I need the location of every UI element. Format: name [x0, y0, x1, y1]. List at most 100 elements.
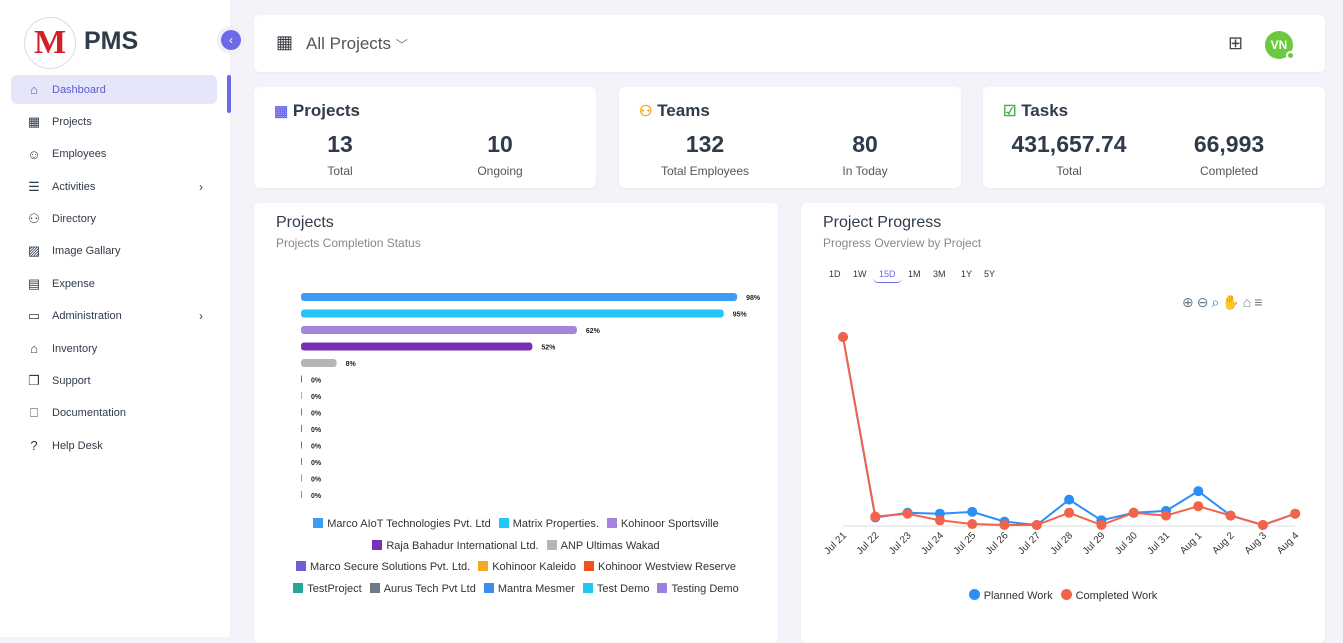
- data-point[interactable]: [838, 332, 848, 342]
- receipt-icon: ▤: [27, 275, 41, 291]
- logo: M: [24, 17, 76, 69]
- bar-label: 62%: [586, 328, 601, 335]
- sidebar-item-expense[interactable]: ▤ Expense: [11, 269, 217, 298]
- legend-item[interactable]: Raja Bahadur International Ltd.: [372, 536, 539, 558]
- sidebar-item-label: Activities: [52, 180, 96, 193]
- legend-item[interactable]: Matrix Properties.: [498, 514, 599, 536]
- data-point[interactable]: [1193, 486, 1204, 497]
- range-button-1w[interactable]: 1W: [853, 269, 867, 279]
- bar[interactable]: [301, 392, 302, 399]
- range-button-1y[interactable]: 1Y: [961, 269, 973, 279]
- x-tick-label: Jul 31: [1145, 530, 1172, 557]
- x-tick-label: Aug 3: [1243, 530, 1270, 557]
- bar[interactable]: [301, 491, 302, 498]
- data-point[interactable]: [1290, 508, 1301, 519]
- bar[interactable]: [301, 375, 302, 383]
- sidebar-item-documentation[interactable]: ⎕ Documentation: [11, 399, 217, 428]
- reset-home-icon[interactable]: ⌂: [1242, 294, 1255, 310]
- stat-value: 132: [685, 131, 725, 157]
- legend-item[interactable]: Completed Work: [1060, 586, 1157, 608]
- legend-swatch: [296, 561, 307, 571]
- sidebar-item-dashboard[interactable]: ⌂ Dashboard: [11, 75, 217, 104]
- sidebar-item-administration[interactable]: ▭ Administration ›: [11, 302, 217, 331]
- data-point[interactable]: [967, 519, 978, 530]
- legend-item[interactable]: TestProject: [293, 579, 362, 601]
- legend-item[interactable]: Marco AIoT Technologies Pvt. Ltd: [313, 514, 491, 536]
- legend-item[interactable]: Mantra Mesmer: [483, 579, 575, 601]
- legend-swatch: [293, 582, 304, 593]
- legend-item[interactable]: Test Demo: [582, 579, 649, 601]
- sidebar-item-employees[interactable]: ☺ Employees: [11, 140, 217, 169]
- legend-item[interactable]: Kohinoor Westview Reserve: [584, 557, 736, 579]
- pan-hand-icon[interactable]: ✋: [1222, 294, 1243, 310]
- range-button-15d[interactable]: 15D: [873, 269, 902, 283]
- bar[interactable]: [301, 408, 302, 416]
- x-tick-label: Jul 27: [1016, 530, 1043, 557]
- x-tick-label: Jul 26: [984, 530, 1011, 557]
- project-select[interactable]: All Projects ﹀: [306, 34, 408, 53]
- zoom-out-icon[interactable]: ⊖: [1196, 294, 1212, 310]
- sidebar-item-directory[interactable]: ⚇ Directory: [11, 205, 217, 234]
- building-icon: ▦: [276, 32, 294, 52]
- bar[interactable]: [301, 326, 577, 334]
- bar-chart: 98% 95% 62% 52% 8% 0% 0% 0% 0% 0% 0% 0% 0%: [301, 293, 761, 500]
- data-point[interactable]: [1193, 501, 1204, 512]
- legend-item[interactable]: Testing Demo: [657, 579, 739, 601]
- bar[interactable]: [301, 342, 533, 351]
- progress-chart-card: Project Progress Progress Overview by Pr…: [801, 203, 1325, 643]
- sidebar-item-label: Projects: [52, 115, 92, 128]
- data-point[interactable]: [870, 511, 881, 522]
- legend-item[interactable]: Marco Secure Solutions Pvt. Ltd.: [296, 557, 470, 579]
- sidebar-item-help-desk[interactable]: ? Help Desk: [11, 431, 217, 460]
- bar-label: 98%: [746, 295, 761, 302]
- legend-item[interactable]: Kohinoor Sportsville: [606, 514, 719, 536]
- selection-zoom-icon[interactable]: ⌕: [1211, 294, 1223, 310]
- x-tick-label: Aug 1: [1178, 530, 1205, 557]
- sidebar-item-activities[interactable]: ☰ Activities ›: [11, 172, 217, 201]
- data-point[interactable]: [1064, 507, 1075, 518]
- collapse-sidebar-button[interactable]: ‹: [221, 30, 241, 50]
- data-point[interactable]: [999, 520, 1010, 530]
- sidebar-item-inventory[interactable]: ⌂ Inventory: [11, 334, 217, 363]
- bar[interactable]: [301, 309, 724, 318]
- bar[interactable]: [301, 474, 302, 482]
- legend-item[interactable]: Planned Work: [968, 586, 1053, 608]
- bar[interactable]: [301, 359, 337, 367]
- data-point[interactable]: [1096, 520, 1107, 530]
- chevron-right-icon: ›: [199, 179, 203, 194]
- zoom-in-icon[interactable]: ⊕: [1182, 294, 1197, 310]
- sidebar-item-image-gallary[interactable]: ▨ Image Gallary: [11, 237, 217, 266]
- data-point[interactable]: [1161, 510, 1171, 521]
- legend-item[interactable]: Aurus Tech Pvt Ltd: [369, 579, 476, 601]
- data-point[interactable]: [1128, 507, 1139, 518]
- bar[interactable]: [301, 425, 302, 432]
- data-point[interactable]: [1225, 510, 1236, 521]
- stat-card-teams: ⚇ Teams 132 Total Employees 80 In Today: [619, 87, 961, 188]
- bar[interactable]: [301, 458, 302, 465]
- data-point[interactable]: [1257, 520, 1268, 530]
- range-button-3m[interactable]: 3M: [933, 269, 946, 279]
- data-point[interactable]: [1031, 520, 1042, 530]
- bar-label: 0%: [311, 427, 322, 434]
- bar[interactable]: [301, 293, 738, 301]
- bar[interactable]: [301, 441, 302, 449]
- data-point[interactable]: [1064, 494, 1075, 505]
- sidebar-item-projects[interactable]: ▦ Projects: [11, 107, 217, 136]
- stat-label: Total Employees: [660, 164, 750, 178]
- data-point[interactable]: [902, 508, 913, 519]
- apps-grid-icon[interactable]: ⊞: [1228, 33, 1244, 53]
- legend-swatch: [546, 539, 557, 550]
- avatar[interactable]: VN: [1265, 31, 1295, 60]
- range-button-5y[interactable]: 5Y: [984, 269, 996, 279]
- legend-item[interactable]: Kohinoor Kaleido: [478, 557, 576, 579]
- sidebar-item-label: Employees: [52, 148, 107, 161]
- legend-item[interactable]: ANP Ultimas Wakad: [546, 536, 660, 558]
- sidebar-item-support[interactable]: ❐ Support: [11, 367, 217, 396]
- stat-title: ⚇ Teams: [639, 101, 710, 120]
- data-point[interactable]: [967, 506, 978, 517]
- range-button-1m[interactable]: 1M: [908, 269, 921, 279]
- range-button-1d[interactable]: 1D: [829, 269, 841, 279]
- menu-icon[interactable]: ≡: [1254, 294, 1266, 310]
- stat-label: Total: [1056, 164, 1082, 178]
- data-point[interactable]: [934, 515, 945, 526]
